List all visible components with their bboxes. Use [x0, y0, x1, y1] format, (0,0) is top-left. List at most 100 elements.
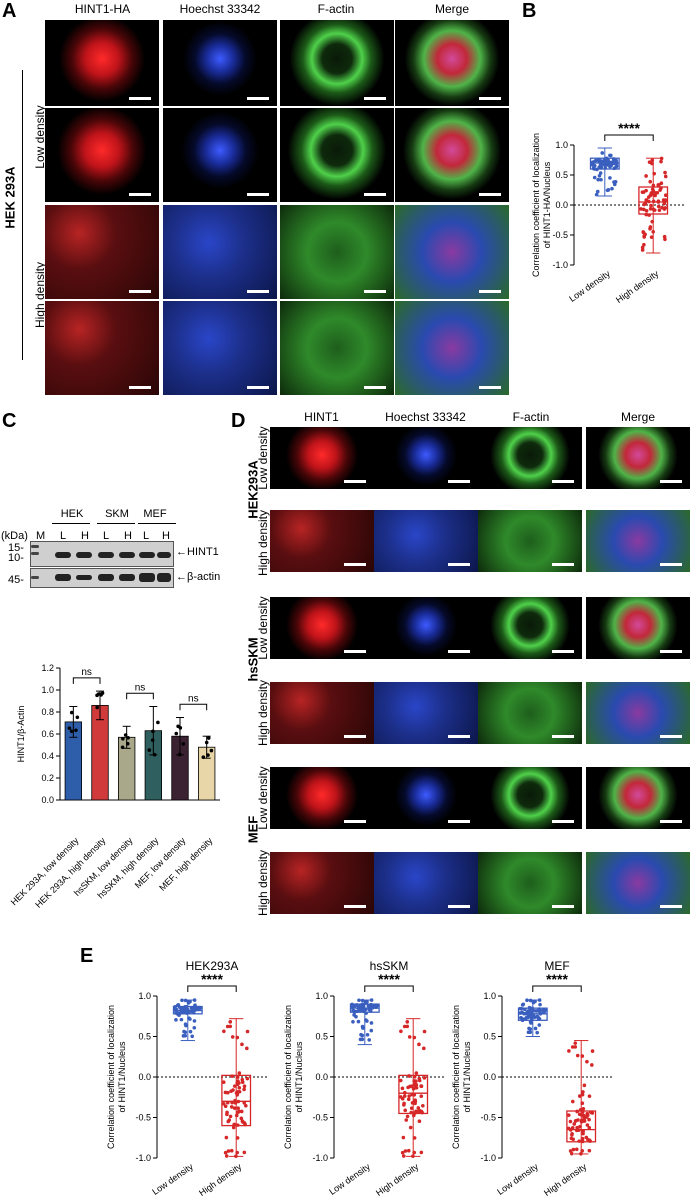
panel-a-tile — [45, 205, 159, 299]
panel-d-row-label: Low density — [256, 596, 270, 660]
data-point — [575, 1053, 580, 1058]
significance-stars: **** — [546, 971, 568, 987]
panel-a-tile — [280, 205, 394, 299]
data-point — [417, 1076, 422, 1081]
panel-a-tile — [280, 108, 394, 202]
significance-bracket — [187, 985, 237, 992]
data-point — [533, 999, 537, 1004]
y-tick-label: -0.5 — [480, 1113, 496, 1123]
data-point — [188, 999, 192, 1004]
scale-bar — [364, 193, 386, 196]
panel-a-tile — [395, 205, 509, 299]
panel-d-col-4: Merge — [620, 410, 655, 424]
data-point — [571, 1137, 576, 1142]
data-point — [527, 1026, 531, 1031]
data-point — [612, 180, 616, 184]
data-point — [234, 1113, 239, 1118]
panel-a-col-2: Hoechst 33342 — [179, 2, 261, 16]
x-category-label: High density — [542, 1161, 589, 1198]
data-point — [402, 1103, 406, 1107]
data-point — [229, 1105, 234, 1109]
data-point — [657, 183, 661, 187]
scale-bar — [660, 735, 682, 738]
data-point — [190, 1034, 195, 1039]
data-point — [585, 1123, 590, 1127]
data-point — [178, 726, 183, 730]
data-point — [644, 198, 649, 202]
data-point — [659, 159, 663, 164]
data-point — [595, 189, 600, 194]
data-point — [569, 1151, 574, 1156]
data-point — [568, 1119, 573, 1124]
ns-label: ns — [188, 693, 199, 704]
data-point — [640, 245, 645, 250]
data-point — [404, 1118, 409, 1122]
y-axis-label: HINT1/β-Actin — [16, 706, 26, 763]
data-point — [223, 1150, 228, 1155]
scale-bar — [660, 480, 682, 483]
data-point — [125, 741, 130, 746]
significance-bracket — [532, 985, 582, 992]
panel-d-tile — [586, 510, 690, 572]
panel-d-row-label: High density — [256, 849, 270, 917]
data-point — [369, 1021, 374, 1025]
data-point — [597, 173, 602, 178]
data-point — [581, 1106, 586, 1111]
data-point — [181, 742, 186, 746]
panel-d-tile — [478, 597, 582, 659]
data-point — [244, 1103, 248, 1108]
data-point — [580, 1136, 585, 1141]
scale-bar — [344, 735, 366, 738]
data-point — [245, 1029, 250, 1034]
scale-bar — [364, 97, 386, 100]
box — [638, 186, 669, 215]
y-tick-label: -1.0 — [552, 260, 568, 270]
x-category-label: High density — [197, 1161, 244, 1198]
data-point — [405, 1114, 410, 1119]
y-tick-label: 0.5 — [483, 1032, 496, 1042]
data-point — [575, 1125, 579, 1130]
y-axis-label: Correlation coefficient of localizationo… — [106, 1005, 127, 1149]
data-point — [184, 1006, 188, 1011]
data-point — [528, 1030, 533, 1034]
y-tick-label: 0.0 — [315, 1072, 328, 1082]
data-point — [596, 177, 600, 182]
data-point — [403, 1149, 408, 1153]
data-point — [69, 710, 74, 715]
data-point — [209, 748, 214, 753]
scale-bar — [552, 735, 574, 738]
data-point — [235, 1136, 240, 1140]
data-point — [179, 1017, 184, 1022]
data-point — [69, 729, 74, 734]
data-point — [587, 1126, 592, 1130]
blot-mw-15: 15- — [8, 542, 24, 554]
data-point — [573, 1119, 578, 1123]
scale-bar — [479, 386, 501, 389]
chart-title: HEK293A — [186, 959, 239, 973]
data-point — [656, 204, 661, 209]
scale-bar — [660, 563, 682, 566]
data-point — [361, 1004, 365, 1009]
data-point — [183, 1022, 188, 1026]
data-point — [568, 1149, 573, 1153]
panel-c-label: C — [2, 410, 17, 432]
data-point — [405, 1024, 410, 1029]
data-point — [422, 1076, 427, 1080]
data-point — [609, 153, 613, 158]
data-point — [201, 755, 206, 760]
y-tick-label: 0.0 — [41, 795, 54, 805]
data-point — [644, 209, 649, 213]
data-point — [587, 1117, 591, 1122]
data-point — [648, 226, 652, 231]
scale-bar — [448, 650, 470, 653]
y-tick-label: -0.5 — [312, 1113, 328, 1123]
data-point — [121, 736, 125, 741]
data-point — [587, 1148, 592, 1153]
data-point — [407, 1035, 412, 1039]
blot-lane-label: L — [103, 530, 110, 542]
panel-d-tile — [478, 427, 582, 489]
data-point — [412, 1136, 417, 1140]
ns-bracket — [72, 677, 101, 684]
blot-actin-band — [98, 574, 114, 581]
blot-hint1-label: ←HINT1 — [176, 546, 219, 558]
